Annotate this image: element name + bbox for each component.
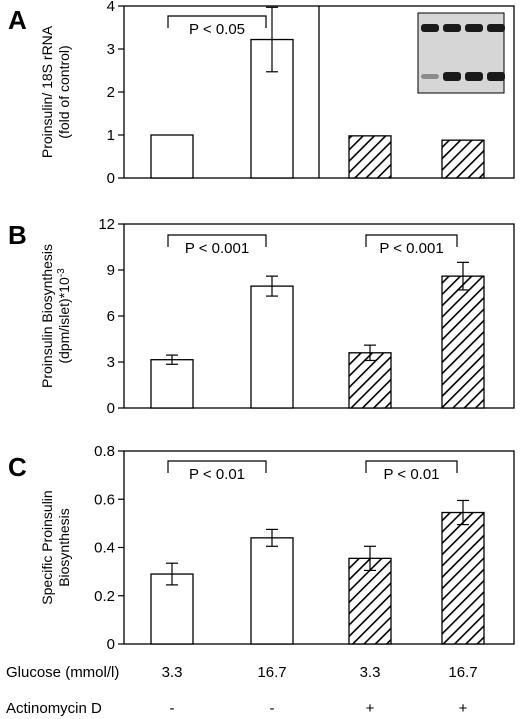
gel-band-upper (421, 24, 439, 32)
gel-band-lower (421, 74, 439, 79)
y-tick-label: 3 (107, 41, 115, 58)
glucose-value: 3.3 (162, 664, 183, 681)
bar-1 (150, 134, 194, 179)
panel-a-ylabel: Proinsulin/ 18S rRNA (fold of control) (39, 25, 72, 158)
significance-bracket (365, 460, 458, 473)
y-tick-label: 0.8 (94, 443, 115, 460)
panel-a-brackets: P < 0.05 (167, 15, 267, 38)
glucose-value: 16.7 (257, 664, 286, 681)
glucose-label: Glucose (mmol/l) (6, 664, 119, 681)
panel-b-yticks: 0 3 6 9 12 (98, 216, 124, 417)
y-tick-label: 0.2 (94, 588, 115, 605)
actinomycin-value: + (459, 700, 468, 717)
p-value-label: P < 0.01 (383, 466, 439, 483)
y-tick-label: 6 (107, 308, 115, 325)
panel-b-ylabel: Proinsulin Biosynthesis (dpm/islet)*10-3 (39, 244, 72, 388)
significance-bracket (167, 460, 267, 473)
bar-4 (441, 275, 485, 409)
panel-a: A Proinsulin/ 18S rRNA (fold of control) … (8, 0, 515, 187)
gel-band-lower (465, 72, 483, 81)
panel-b-brackets: P < 0.001 P < 0.001 (167, 234, 458, 257)
significance-bracket (365, 234, 458, 247)
panel-a-yticks: 0 1 2 3 4 (107, 0, 124, 187)
gel-band-upper (443, 24, 461, 32)
y-tick-label: 3 (107, 354, 115, 371)
y-tick-label: 2 (107, 84, 115, 101)
bar-3 (348, 557, 392, 645)
panel-b-bars (150, 261, 485, 409)
y-tick-label: 0 (107, 400, 115, 417)
panel-c-brackets: P < 0.01 P < 0.01 (167, 460, 458, 483)
y-tick-label: 4 (107, 0, 115, 15)
y-tick-label: 12 (98, 216, 115, 233)
y-tick-label: 0.6 (94, 491, 115, 508)
glucose-value: 3.3 (360, 664, 381, 681)
bar-4 (441, 511, 485, 645)
p-value-label: P < 0.05 (189, 21, 245, 38)
significance-bracket (167, 15, 267, 28)
panel-c-yticks: 0 0.2 0.4 0.6 0.8 (94, 443, 124, 653)
panel-letter-a: A (8, 5, 27, 35)
bar-4 (441, 139, 485, 179)
gel-band-lower (443, 72, 461, 81)
panel-c-ylabel: Specific Proinsulin Biosynthesis (39, 490, 72, 604)
p-value-label: P < 0.001 (379, 240, 443, 257)
y-axis-label-line2: (fold of control) (56, 45, 72, 138)
bar-1 (150, 359, 194, 409)
panel-a-bars (150, 6, 485, 179)
panel-b: B Proinsulin Biosynthesis (dpm/islet)*10-… (8, 216, 515, 417)
bar-3 (348, 135, 392, 179)
panel-letter-c: C (8, 452, 27, 482)
y-axis-label-line1: Proinsulin/ 18S rRNA (39, 25, 55, 158)
y-axis-label-line2: (dpm/islet)*10-3 (56, 268, 73, 364)
p-value-label: P < 0.01 (189, 466, 245, 483)
significance-bracket (167, 234, 267, 247)
y-axis-label-line1: Specific Proinsulin (39, 490, 55, 604)
actinomycin-label: Actinomycin D (6, 700, 102, 717)
gel-bands (421, 24, 505, 81)
y-tick-label: 0 (107, 636, 115, 653)
y-tick-label: 0 (107, 170, 115, 187)
bar-2 (250, 285, 294, 409)
gel-band-lower (487, 72, 505, 81)
gel-band-upper (465, 24, 483, 32)
y-tick-label: 0.4 (94, 540, 115, 557)
bar-3 (348, 352, 392, 409)
actinomycin-value: + (366, 700, 375, 717)
gel-band-upper (487, 24, 505, 32)
panel-c-bars (150, 499, 485, 645)
actinomycin-value: - (270, 700, 275, 717)
gel-inset (417, 12, 505, 94)
p-value-label: P < 0.001 (185, 240, 249, 257)
y-tick-label: 9 (107, 262, 115, 279)
actinomycin-value: - (170, 700, 175, 717)
condition-values: 3.3 16.7 3.3 16.7 - - + + (162, 664, 478, 717)
y-tick-label: 1 (107, 127, 115, 144)
conditions: Glucose (mmol/l) Actinomycin D 3.3 16.7 3.… (6, 664, 478, 717)
glucose-value: 16.7 (448, 664, 477, 681)
panel-c: C Specific Proinsulin Biosynthesis 0 0.2 0.… (8, 443, 515, 653)
y-axis-label-exponent: -3 (56, 268, 67, 277)
y-axis-label-line2: Biosynthesis (56, 508, 72, 587)
y-axis-label-line1: Proinsulin Biosynthesis (39, 244, 55, 388)
bar-2 (250, 537, 294, 645)
panel-letter-b: B (8, 220, 27, 250)
